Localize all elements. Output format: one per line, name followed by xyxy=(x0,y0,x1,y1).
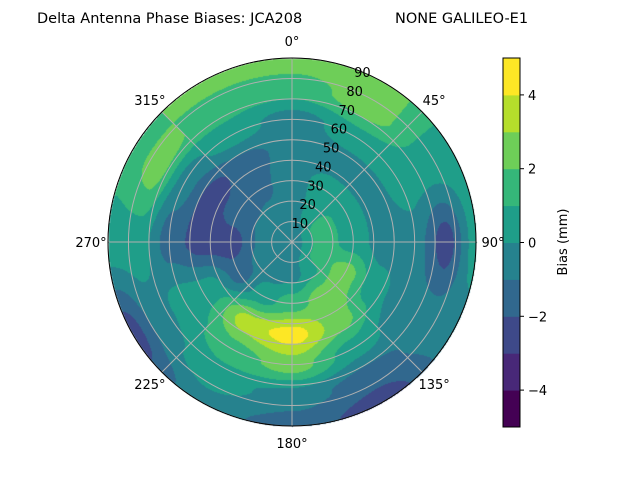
radial-tick-label: 60 xyxy=(331,123,348,138)
colorbar-segment xyxy=(503,205,520,243)
azimuth-tick-label: 225° xyxy=(134,378,165,393)
colorbar: 4 2 0 −2 −4 xyxy=(502,57,547,428)
colorbar-segment xyxy=(503,58,520,96)
radial-tick-label: 80 xyxy=(346,85,363,100)
azimuth-tick-label: 315° xyxy=(134,94,165,109)
radial-tick-label: 10 xyxy=(292,217,309,232)
azimuth-tick-labels: 0° 45° 90° 135° 180° 225° 270° 315° xyxy=(75,35,504,452)
azimuth-gridline xyxy=(291,111,423,243)
azimuth-tick-label: 270° xyxy=(75,236,106,251)
azimuth-tick-label: 180° xyxy=(276,437,307,452)
colorbar-tick-label: 2 xyxy=(528,163,536,178)
colorbar-tick-label: −4 xyxy=(528,384,547,399)
radial-tick-label: 50 xyxy=(323,142,340,157)
radial-tick-labels: 10 20 30 40 50 60 70 80 90 xyxy=(292,66,371,232)
azimuth-tick-label: 0° xyxy=(285,35,300,50)
colorbar-segment xyxy=(503,131,520,170)
polar-grid xyxy=(107,57,477,427)
radial-tick-label: 30 xyxy=(307,179,324,194)
azimuth-tick-label: 135° xyxy=(418,378,449,393)
azimuth-gridline xyxy=(161,111,293,243)
colorbar-tick-label: 0 xyxy=(528,237,536,252)
radial-tick-label: 90 xyxy=(354,66,371,81)
polar-frame xyxy=(107,57,477,427)
chart-title: Delta Antenna Phase Biases: JCA208 xyxy=(37,11,302,27)
colorbar-segment xyxy=(503,316,520,354)
colorbar-tick-label: 4 xyxy=(528,89,536,104)
colorbar-tick-label: −2 xyxy=(528,310,547,325)
colorbar-segment xyxy=(503,242,520,280)
azimuth-gridline xyxy=(291,241,423,373)
chart-title-right: NONE GALILEO-E1 xyxy=(395,11,528,27)
azimuth-gridline xyxy=(161,241,293,373)
azimuth-tick-label: 90° xyxy=(481,236,504,251)
colorbar-segment xyxy=(503,279,520,317)
colorbar-segment xyxy=(503,168,520,207)
radial-tick-label: 20 xyxy=(299,198,316,213)
colorbar-segment xyxy=(503,94,520,133)
radial-tick-label: 70 xyxy=(338,104,355,119)
colorbar-segment xyxy=(503,353,520,391)
radial-tick-label: 40 xyxy=(315,160,332,175)
azimuth-tick-label: 45° xyxy=(423,94,446,109)
colorbar-segment xyxy=(503,390,520,428)
colorbar-label: Bias (mm) xyxy=(556,209,571,276)
